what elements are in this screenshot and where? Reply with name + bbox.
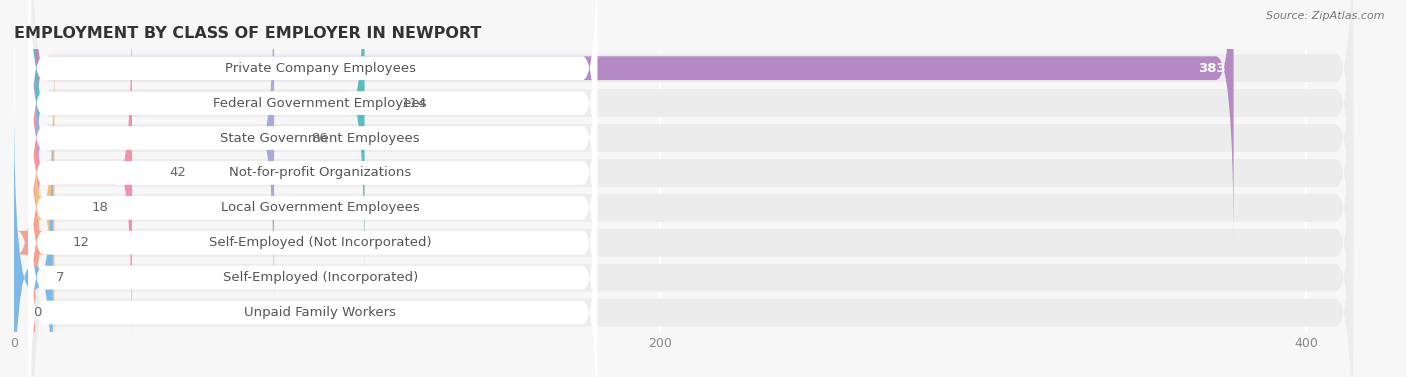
Text: 114: 114	[402, 97, 427, 110]
FancyBboxPatch shape	[32, 0, 1353, 246]
FancyBboxPatch shape	[14, 98, 53, 377]
Text: Not-for-profit Organizations: Not-for-profit Organizations	[229, 166, 412, 179]
Text: EMPLOYMENT BY CLASS OF EMPLOYER IN NEWPORT: EMPLOYMENT BY CLASS OF EMPLOYER IN NEWPO…	[14, 26, 481, 41]
Text: 0: 0	[34, 306, 42, 319]
FancyBboxPatch shape	[28, 0, 598, 248]
Text: 12: 12	[72, 236, 89, 249]
Text: Federal Government Employees: Federal Government Employees	[214, 97, 427, 110]
FancyBboxPatch shape	[32, 65, 1353, 377]
FancyBboxPatch shape	[28, 98, 598, 377]
FancyBboxPatch shape	[32, 135, 1353, 377]
FancyBboxPatch shape	[17, 63, 49, 377]
Text: Self-Employed (Incorporated): Self-Employed (Incorporated)	[222, 271, 418, 284]
FancyBboxPatch shape	[32, 0, 274, 318]
FancyBboxPatch shape	[32, 100, 1353, 377]
Text: State Government Employees: State Government Employees	[221, 132, 420, 144]
FancyBboxPatch shape	[28, 0, 598, 283]
Text: 383: 383	[1198, 62, 1226, 75]
FancyBboxPatch shape	[28, 167, 598, 377]
FancyBboxPatch shape	[28, 0, 598, 213]
FancyBboxPatch shape	[28, 63, 598, 353]
FancyBboxPatch shape	[32, 0, 1353, 316]
Text: 18: 18	[91, 201, 108, 215]
Text: Self-Employed (Not Incorporated): Self-Employed (Not Incorporated)	[209, 236, 432, 249]
FancyBboxPatch shape	[28, 132, 598, 377]
Text: Unpaid Family Workers: Unpaid Family Workers	[245, 306, 396, 319]
FancyBboxPatch shape	[32, 0, 1233, 248]
Text: Source: ZipAtlas.com: Source: ZipAtlas.com	[1267, 11, 1385, 21]
FancyBboxPatch shape	[28, 28, 598, 318]
Text: Private Company Employees: Private Company Employees	[225, 62, 416, 75]
FancyBboxPatch shape	[32, 0, 364, 283]
FancyBboxPatch shape	[32, 0, 132, 353]
FancyBboxPatch shape	[32, 0, 1353, 281]
FancyBboxPatch shape	[32, 28, 55, 377]
Text: Local Government Employees: Local Government Employees	[221, 201, 419, 215]
Text: 86: 86	[311, 132, 328, 144]
Text: 7: 7	[56, 271, 65, 284]
Text: 42: 42	[169, 166, 186, 179]
FancyBboxPatch shape	[32, 30, 1353, 377]
FancyBboxPatch shape	[32, 0, 1353, 351]
